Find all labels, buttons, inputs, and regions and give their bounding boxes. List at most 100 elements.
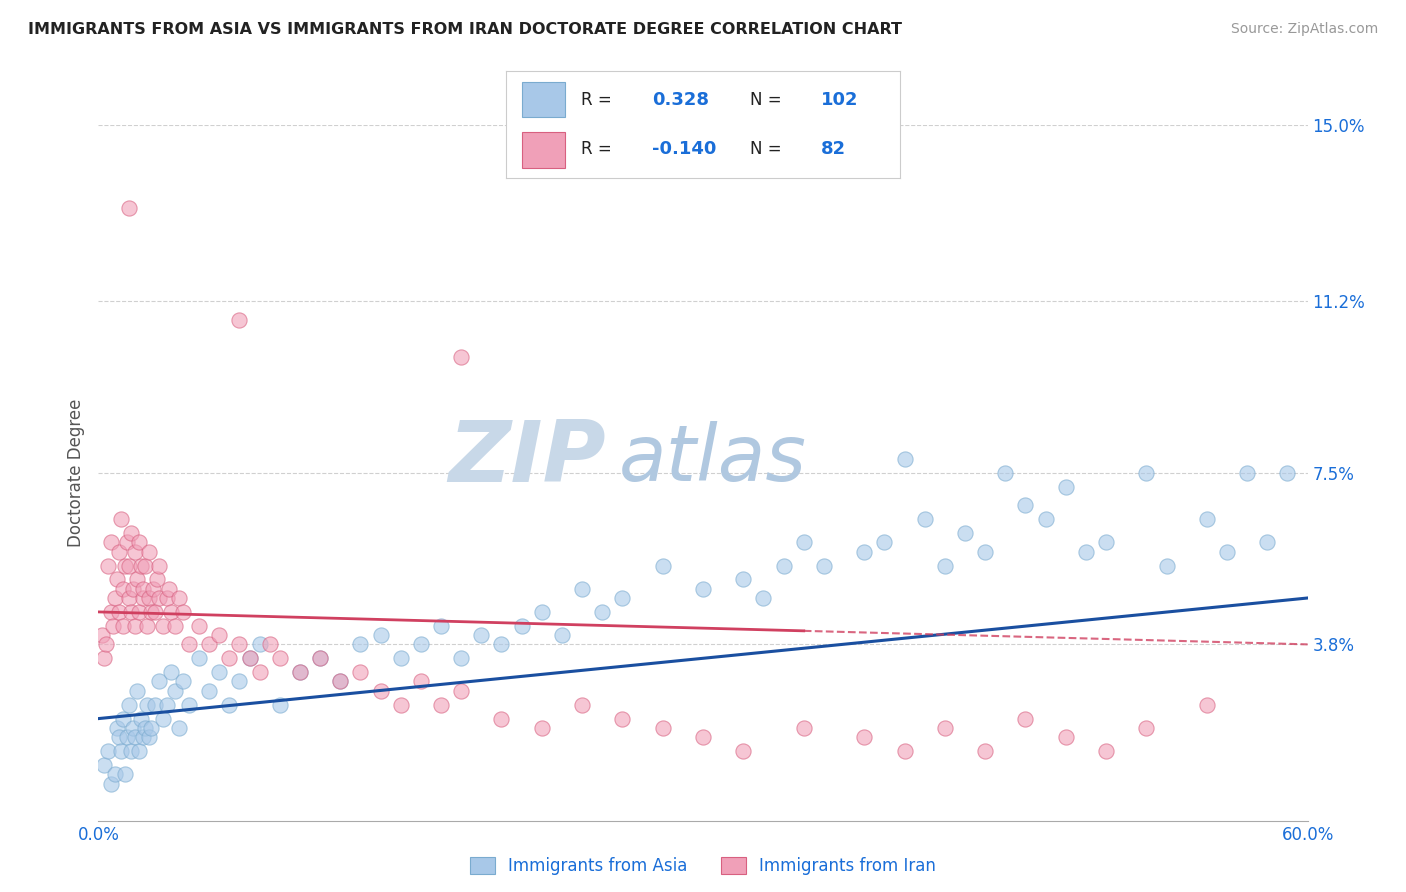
Point (143, 698, 166, 712)
Point (111, 619, 134, 633)
Point (239, 651, 262, 665)
Point (179, 698, 201, 712)
Point (160, 605, 183, 619)
Point (733, 744, 755, 758)
Point (571, 698, 593, 712)
Text: -0.140: -0.140 (652, 141, 716, 159)
Point (893, 744, 915, 758)
Point (974, 544, 997, 558)
Point (101, 619, 124, 633)
Y-axis label: Doctorate Degree: Doctorate Degree (66, 399, 84, 547)
Point (121, 582, 143, 596)
Point (269, 698, 291, 712)
Point (934, 558, 956, 573)
Point (114, 558, 136, 573)
Point (156, 591, 179, 605)
Point (239, 651, 262, 665)
Text: 0.328: 0.328 (652, 91, 709, 109)
Point (994, 466, 1017, 480)
Point (132, 591, 155, 605)
Point (167, 591, 190, 605)
Point (128, 535, 150, 549)
Point (96, 637, 118, 651)
Point (93, 651, 115, 665)
Point (1135, 721, 1157, 735)
Point (510, 619, 533, 633)
Point (249, 665, 271, 680)
Point (329, 674, 352, 689)
Point (1195, 698, 1218, 712)
Point (132, 582, 155, 596)
Text: R =: R = (581, 141, 612, 159)
Point (107, 730, 129, 744)
Point (146, 573, 169, 587)
Point (107, 544, 129, 558)
Point (1277, 466, 1299, 480)
Point (100, 535, 122, 549)
Point (591, 605, 613, 619)
Point (692, 582, 714, 596)
Point (309, 651, 332, 665)
Point (152, 619, 174, 633)
Point (138, 544, 160, 558)
Point (128, 605, 150, 619)
Point (135, 698, 157, 712)
Point (934, 721, 956, 735)
Point (97, 558, 120, 573)
Text: 102: 102 (821, 91, 859, 109)
Point (107, 605, 129, 619)
Point (571, 582, 593, 596)
Point (409, 637, 432, 651)
Point (430, 619, 453, 633)
Point (953, 526, 976, 541)
Point (91, 628, 114, 642)
Point (974, 744, 997, 758)
Text: IMMIGRANTS FROM ASIA VS IMMIGRANTS FROM IRAN DOCTORATE DEGREE CORRELATION CHART: IMMIGRANTS FROM ASIA VS IMMIGRANTS FROM … (28, 22, 903, 37)
Point (129, 558, 152, 573)
Point (110, 512, 132, 526)
Point (142, 582, 165, 596)
Point (491, 712, 513, 726)
Point (148, 591, 170, 605)
Point (389, 698, 412, 712)
Text: 82: 82 (821, 141, 846, 159)
Point (450, 350, 472, 364)
Point (1256, 535, 1278, 549)
Point (139, 605, 162, 619)
Point (134, 558, 156, 573)
Point (97, 744, 120, 758)
Point (139, 721, 162, 735)
Point (530, 605, 553, 619)
Point (651, 721, 673, 735)
Point (1236, 466, 1258, 480)
Text: Source: ZipAtlas.com: Source: ZipAtlas.com (1230, 22, 1378, 37)
Point (1014, 498, 1036, 512)
Point (218, 698, 240, 712)
Point (157, 582, 180, 596)
Point (105, 573, 128, 587)
Point (198, 683, 221, 698)
Point (349, 665, 371, 680)
Point (100, 605, 122, 619)
Point (228, 637, 250, 651)
Point (309, 651, 332, 665)
Point (1054, 480, 1077, 494)
Point (118, 591, 141, 605)
Point (692, 730, 714, 744)
Point (1095, 535, 1118, 549)
Point (228, 674, 250, 689)
Text: atlas: atlas (619, 421, 806, 497)
Point (138, 730, 160, 744)
Point (120, 605, 142, 619)
Point (409, 674, 432, 689)
Point (111, 582, 134, 596)
Point (118, 202, 141, 216)
Point (389, 651, 412, 665)
Point (914, 512, 936, 526)
Point (124, 619, 146, 633)
Point (1216, 544, 1239, 558)
Point (1054, 730, 1077, 744)
Point (893, 451, 915, 466)
Legend: Immigrants from Asia, Immigrants from Iran: Immigrants from Asia, Immigrants from Ir… (463, 850, 943, 882)
Point (198, 637, 221, 651)
